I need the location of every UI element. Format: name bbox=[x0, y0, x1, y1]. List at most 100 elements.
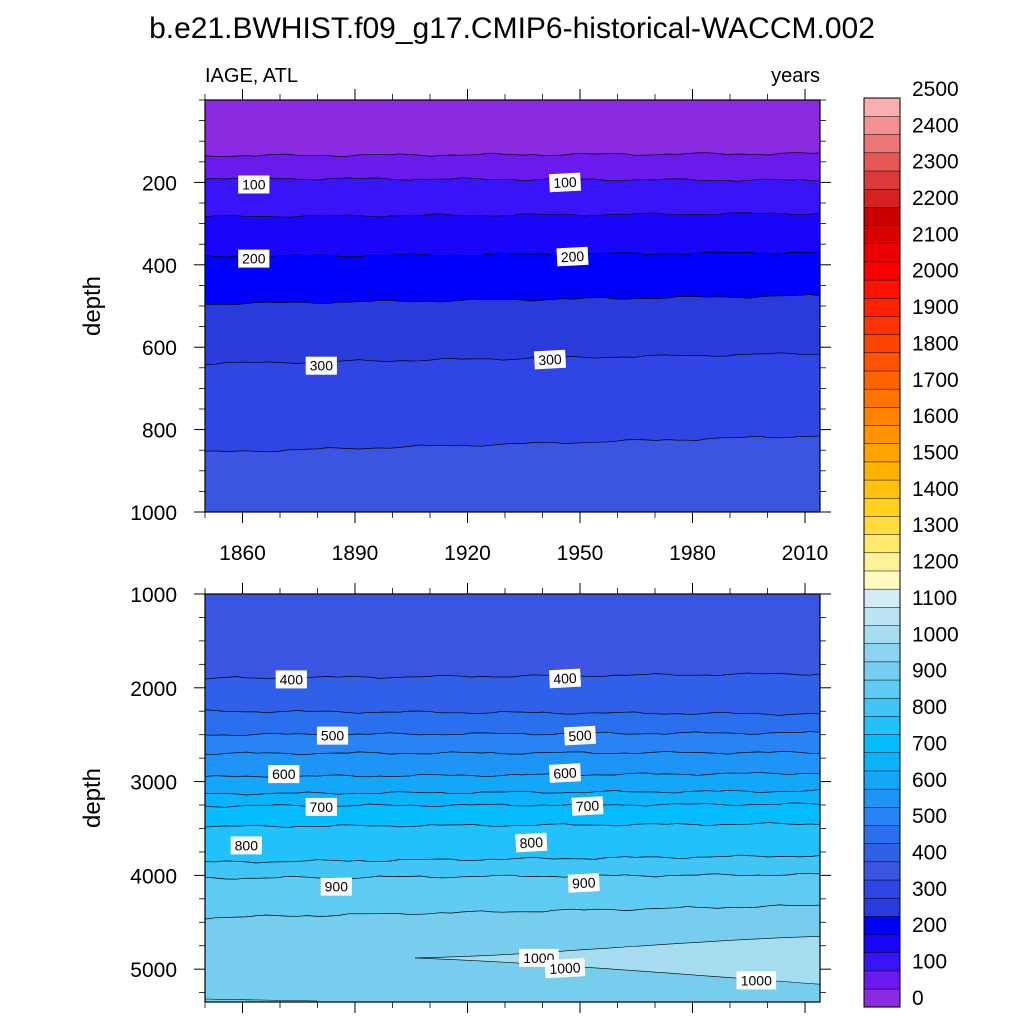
lower-contour-label-bg bbox=[320, 877, 352, 896]
colorbar-label: 2400 bbox=[912, 114, 959, 137]
lower-contour-650 bbox=[205, 789, 820, 796]
lower-contour-label-bg bbox=[230, 836, 262, 855]
lower-contour-label: 600 bbox=[548, 763, 582, 783]
upper-band-350 bbox=[205, 436, 820, 512]
upper-contour-50 bbox=[205, 152, 820, 157]
colorbar-swatch bbox=[863, 479, 901, 499]
upper-contour-label-text: 100 bbox=[553, 174, 577, 191]
colorbar-swatch bbox=[863, 352, 901, 372]
colorbar-swatch bbox=[863, 515, 901, 535]
lower-y-axis-label: depth bbox=[79, 768, 106, 828]
colorbar-swatch bbox=[863, 134, 901, 154]
colorbar-swatch bbox=[863, 752, 901, 772]
colorbar-label: 500 bbox=[912, 805, 947, 828]
lower-ytick-label: 3000 bbox=[130, 772, 177, 795]
upper-y-axis-label: depth bbox=[79, 276, 106, 336]
upper-contour-label: 200 bbox=[556, 246, 589, 267]
lower-ytick-label: 1000 bbox=[130, 584, 177, 607]
upper-ytick-label: 200 bbox=[142, 172, 177, 195]
colorbar-label: 2500 bbox=[912, 78, 959, 101]
upper-contour-350 bbox=[205, 435, 820, 453]
upper-axes: 200 400 600 800 1000 1860 1890 1920 1950 1980 2010 bbox=[130, 89, 831, 565]
lower-axes: 1000 2000 3000 4000 5000 bbox=[130, 583, 831, 1013]
upper-xtick-label: 1860 bbox=[219, 542, 266, 565]
colorbar: 0 100 200 300 400 500 600 700 800 900 1000 1100 1200… bbox=[863, 78, 959, 1010]
colorbar-label: 0 bbox=[912, 987, 924, 1010]
colorbar-swatch bbox=[863, 424, 901, 444]
colorbar-swatch bbox=[863, 188, 901, 208]
upper-contour-label-bg bbox=[238, 175, 270, 194]
colorbar-frame bbox=[863, 97, 901, 1008]
lower-plot-frame bbox=[204, 593, 821, 1003]
colorbar-swatch bbox=[863, 988, 901, 1008]
colorbar-swatch bbox=[863, 624, 901, 644]
colorbar-label: 1800 bbox=[912, 332, 959, 355]
colorbar-swatch bbox=[863, 952, 901, 972]
lower-contour-label-text: 600 bbox=[272, 766, 296, 782]
upper-band-250 bbox=[205, 294, 820, 365]
lower-contour-label-text: 500 bbox=[321, 728, 345, 744]
lower-contour-label-bg bbox=[316, 726, 349, 745]
colorbar-swatch bbox=[863, 915, 901, 935]
lower-band-550 bbox=[205, 751, 820, 778]
colorbar-label: 1200 bbox=[912, 551, 959, 574]
upper-contour-250 bbox=[205, 294, 820, 306]
colorbar-label: 700 bbox=[912, 732, 947, 755]
colorbar-swatch bbox=[863, 315, 901, 335]
colorbar-swatch bbox=[863, 461, 901, 481]
colorbar-swatch bbox=[863, 661, 901, 681]
colorbar-label: 1400 bbox=[912, 478, 959, 501]
upper-contour-label-bg bbox=[305, 356, 337, 375]
lower-band-400 bbox=[205, 673, 820, 716]
lower-contour-label-bg bbox=[548, 763, 582, 783]
colorbar-swatch bbox=[863, 115, 901, 135]
upper-xtick-label: 1980 bbox=[669, 542, 716, 565]
lower-contour-fills bbox=[205, 594, 820, 1002]
lower-contour-label: 700 bbox=[571, 796, 604, 816]
lower-contour-labels: 400 400 500 500 600 600 700 700 800 800 900 900 1000… bbox=[230, 668, 777, 990]
lower-contour-550 bbox=[205, 751, 820, 756]
colorbar-swatch bbox=[863, 243, 901, 263]
colorbar-swatch bbox=[863, 824, 901, 844]
upper-contour-fills bbox=[205, 100, 820, 512]
colorbar-label: 200 bbox=[912, 914, 947, 937]
upper-band-100 bbox=[205, 177, 820, 218]
lower-contour-label-text: 900 bbox=[572, 874, 596, 891]
upper-contour-label-text: 100 bbox=[242, 177, 266, 193]
colorbar-swatch bbox=[863, 534, 901, 554]
colorbar-swatch bbox=[863, 225, 901, 244]
upper-contour-label: 300 bbox=[533, 349, 567, 370]
lower-band-350 bbox=[205, 594, 820, 679]
colorbar-swatch bbox=[863, 388, 901, 408]
colorbar-swatch bbox=[863, 970, 901, 990]
colorbar-swatch bbox=[863, 770, 901, 790]
colorbar-swatch bbox=[863, 97, 901, 117]
colorbar-label: 1500 bbox=[912, 442, 959, 465]
lower-band-450 bbox=[205, 709, 820, 736]
colorbar-swatch bbox=[863, 297, 901, 317]
colorbar-swatch bbox=[863, 679, 901, 699]
lower-contour-750 bbox=[205, 822, 820, 828]
lower-contour-label: 700 bbox=[305, 797, 337, 816]
lower-contour-label-bg bbox=[305, 797, 337, 816]
lower-band-800 bbox=[205, 855, 820, 880]
colorbar-swatch bbox=[863, 152, 901, 172]
upper-contour-label: 200 bbox=[238, 249, 270, 268]
lower-contour-label-bg bbox=[544, 958, 586, 979]
upper-ytick-label: 600 bbox=[142, 337, 177, 360]
colorbar-label: 1700 bbox=[912, 369, 959, 392]
lower-contour-label: 600 bbox=[268, 765, 300, 784]
upper-contour-label-bg bbox=[533, 349, 567, 370]
lower-contour-label-text: 400 bbox=[280, 671, 304, 687]
lower-contour-sliver bbox=[205, 998, 318, 1002]
colorbar-label: 400 bbox=[912, 842, 947, 865]
colorbar-swatch bbox=[863, 406, 901, 426]
lower-contour-label-text: 400 bbox=[553, 670, 577, 687]
upper-contour-label-bg bbox=[548, 172, 582, 193]
upper-contour-label: 100 bbox=[548, 172, 582, 193]
lower-contour-label: 400 bbox=[548, 668, 582, 689]
upper-contour-200 bbox=[205, 251, 820, 258]
upper-ytick-label: 1000 bbox=[130, 502, 177, 525]
